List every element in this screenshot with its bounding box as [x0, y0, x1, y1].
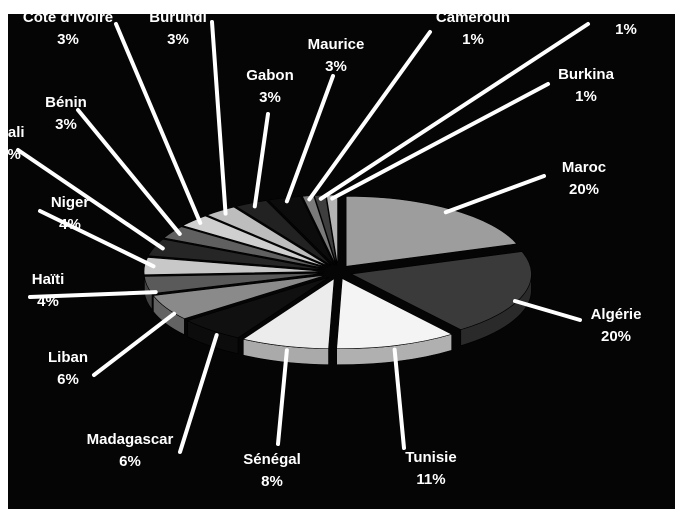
slice-name-tunisie: Tunisie: [405, 449, 456, 466]
pie-slice-cote-d-ivoire: [182, 215, 328, 268]
slice-percent-madagascar: 6%: [119, 453, 141, 470]
slice-percent-burundi: 3%: [167, 31, 189, 48]
pie-slice-tunisie: [336, 278, 453, 349]
pie-slice-mali: [147, 238, 325, 271]
slice-percent-senegal: 8%: [261, 473, 283, 490]
leader-line-mali: [16, 148, 165, 251]
leader-line-algerie: [512, 299, 582, 322]
slice-name-madagascar: Madagascar: [87, 431, 174, 448]
pie-slice-liban: [152, 274, 326, 319]
leader-line-unlabeled-15: [318, 22, 590, 201]
slice-name-liban: Liban: [48, 349, 88, 366]
slice-percent-niger: 4%: [59, 216, 81, 233]
pie-slice-madagascar: [186, 276, 329, 339]
leader-line-maroc: [443, 174, 546, 215]
slice-percent-haiti: 4%: [37, 293, 59, 310]
pie-top-layer: [143, 194, 532, 349]
leader-line-liban: [92, 311, 177, 377]
leader-lines: [16, 20, 590, 454]
leader-line-niger: [38, 209, 156, 269]
pie-slice-niger: [143, 257, 325, 276]
slice-name-maroc: Maroc: [562, 159, 606, 176]
leader-line-burkina: [330, 82, 550, 201]
pie-slice-burundi: [206, 206, 330, 267]
leader-line-tunisie: [392, 347, 406, 450]
slice-name-burundi: Burundi: [149, 14, 207, 26]
leader-line-benin: [76, 108, 182, 236]
slice-percent-algerie: 20%: [601, 328, 631, 345]
slice-name-algerie: Algérie: [591, 306, 642, 323]
slice-name-gabon: Gabon: [246, 67, 294, 84]
pie-slice-senegal: [242, 278, 335, 349]
leader-line-burundi: [210, 20, 228, 216]
pie-slice-maurice: [267, 196, 335, 266]
pie-slice-gabon: [235, 200, 332, 267]
pie-slice-algerie: [350, 251, 532, 330]
slice-percent-maroc: 20%: [569, 181, 599, 198]
leader-line-madagascar: [178, 333, 219, 454]
leader-line-maurice: [284, 74, 335, 204]
leader-line-haiti: [28, 290, 158, 299]
slice-name-cote-d-ivoire: Côte d'Ivoire: [23, 14, 113, 26]
slice-percent-maurice: 3%: [325, 58, 347, 75]
leader-line-senegal: [276, 348, 289, 446]
slice-percent-mali: 4%: [8, 146, 21, 163]
slice-labels: Maroc 20% Algérie 20% Tunisie 11% Sénégal 8% Mad…: [8, 14, 641, 490]
slice-name-haiti: Haïti: [32, 271, 65, 288]
slice-percent-burkina: 1%: [575, 88, 597, 105]
slice-percent-benin: 3%: [55, 116, 77, 133]
slice-name-senegal: Sénégal: [243, 451, 301, 468]
slice-name-benin: Bénin: [45, 94, 87, 111]
plot-area: Maroc 20% Algérie 20% Tunisie 11% Sénégal 8% Mad…: [8, 14, 675, 509]
leader-line-cameroun: [307, 30, 432, 202]
slice-percent-cote-d-ivoire: 3%: [57, 31, 79, 48]
slice-name-cameroun: Cameroun: [436, 14, 510, 26]
leader-line-gabon: [252, 112, 270, 209]
slice-percent-tunisie: 11%: [416, 471, 445, 488]
slice-name-burkina: Burkina: [558, 66, 615, 83]
slice-percent-cameroun: 1%: [462, 31, 484, 48]
slice-percent-unlabeled-15: 1%: [615, 21, 637, 38]
slice-percent-liban: 6%: [57, 371, 79, 388]
slice-name-mali: Mali: [8, 124, 25, 141]
slice-name-maurice: Maurice: [308, 36, 365, 53]
slice-percent-gabon: 3%: [259, 89, 281, 106]
pie-chart: Maroc 20% Algérie 20% Tunisie 11% Sénégal 8% Mad…: [8, 14, 641, 490]
slice-name-niger: Niger: [51, 194, 90, 211]
leader-line-cote-d-ivoire: [114, 22, 203, 225]
pie-slice-benin: [163, 226, 327, 269]
